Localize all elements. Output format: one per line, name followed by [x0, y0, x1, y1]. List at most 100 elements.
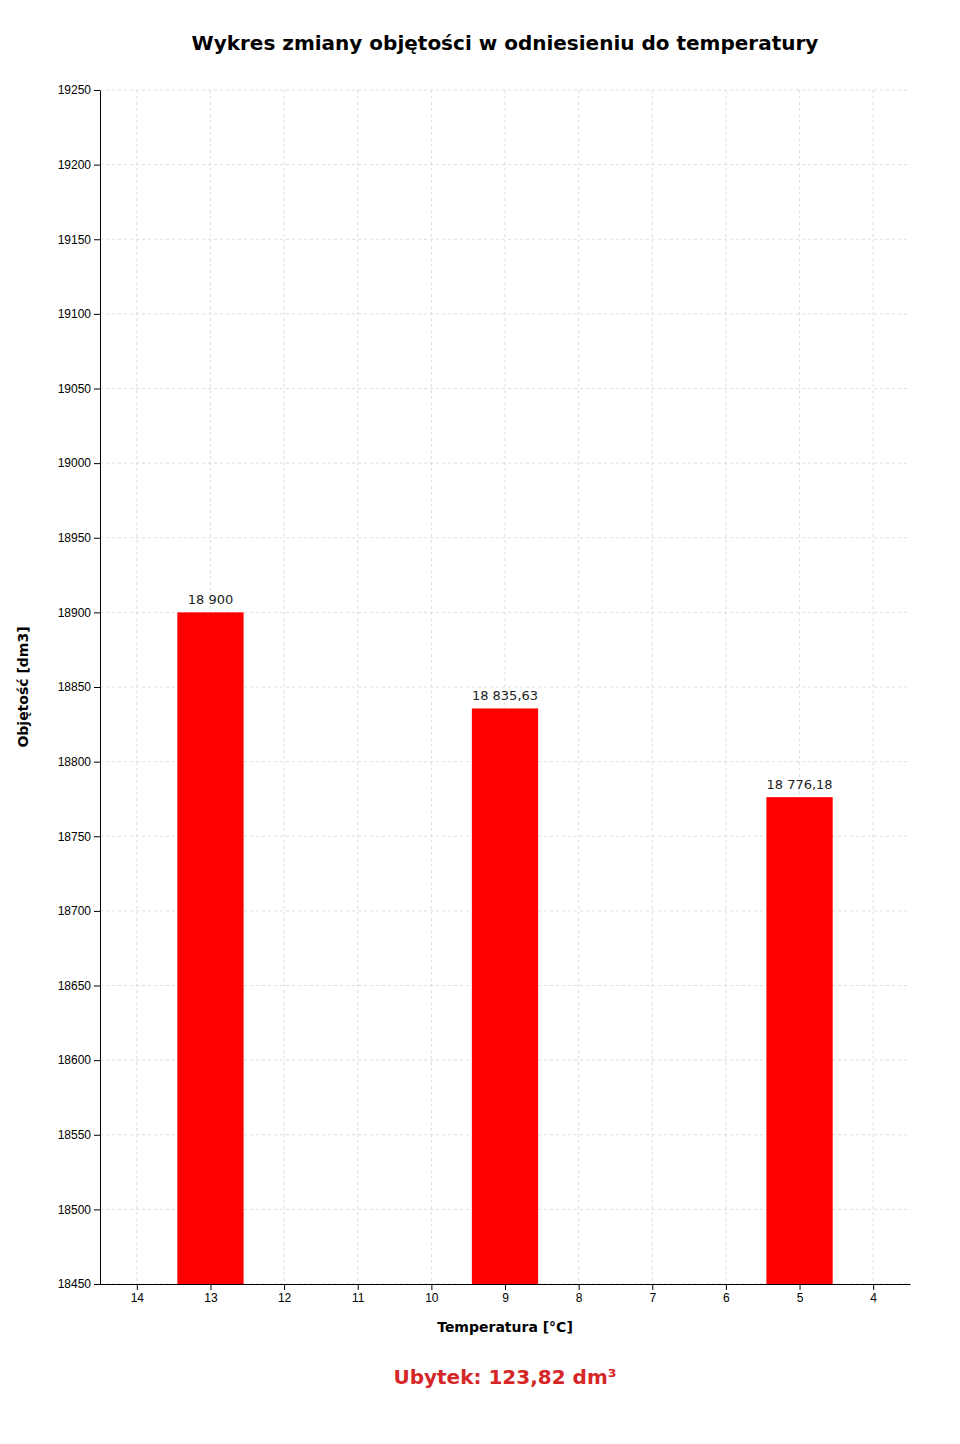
y-tick-label: 18700 [58, 904, 92, 918]
y-tick: 19150 [58, 233, 100, 247]
x-tick: 10 [425, 1284, 439, 1305]
y-tick-label: 18900 [58, 606, 92, 620]
grid-line [725, 90, 726, 1284]
y-tick: 18950 [58, 531, 100, 545]
bar [177, 612, 243, 1284]
x-tick-mark [579, 1284, 580, 1290]
grid-line [431, 90, 432, 1284]
x-tick-mark [431, 1284, 432, 1290]
y-tick-label: 18600 [58, 1053, 92, 1067]
x-tick-label: 12 [278, 1291, 292, 1305]
x-tick-mark [137, 1284, 138, 1290]
grid-line [578, 90, 579, 1284]
y-tick: 18800 [58, 755, 100, 769]
y-tick: 19250 [58, 83, 100, 97]
annotation: Ubytek: 123,82 dm³ [393, 1365, 616, 1389]
y-tick: 18700 [58, 904, 100, 918]
x-tick-mark [652, 1284, 653, 1290]
x-tick-mark [726, 1284, 727, 1290]
grid-line [136, 90, 137, 1284]
bars [177, 612, 832, 1284]
grid-line [652, 90, 653, 1284]
x-tick-label: 14 [131, 1291, 145, 1305]
x-axis: 14 13 12 11 10 9 8 7 6 5 4 [101, 1284, 911, 1305]
y-tick: 18600 [58, 1053, 100, 1067]
grid [100, 90, 910, 1284]
x-tick-label: 9 [502, 1291, 509, 1305]
y-tick-label: 19150 [58, 233, 92, 247]
y-tick-mark [94, 986, 100, 987]
x-axis-title: Temperatura [°C] [437, 1319, 573, 1335]
y-tick-mark [94, 1060, 100, 1061]
y-axis-line [100, 91, 101, 1285]
title: Wykres zmiany objętości w odniesieniu do… [192, 31, 819, 55]
x-tick-mark [873, 1284, 874, 1290]
chart: 1413121110987654184501850018550186001865… [0, 0, 960, 1444]
plot: 1413121110987654184501850018550186001865… [58, 83, 911, 1304]
x-tick: 4 [870, 1284, 877, 1305]
x-tick: 5 [797, 1284, 804, 1305]
y-tick-mark [94, 612, 100, 613]
x-tick-label: 10 [425, 1291, 439, 1305]
x-tick: 12 [278, 1284, 292, 1305]
y-tick-mark [94, 687, 100, 688]
data-labels: 18 900 18 835,63 18 776,18 [188, 592, 833, 792]
y-tick-label: 19000 [58, 456, 92, 470]
x-tick-label: 13 [204, 1291, 218, 1305]
x-tick: 13 [204, 1284, 218, 1305]
y-tick-mark [94, 314, 100, 315]
bar [766, 797, 832, 1284]
x-tick-mark [284, 1284, 285, 1290]
grid-line [100, 239, 910, 240]
y-tick: 19100 [58, 307, 100, 321]
y-tick-mark [94, 389, 100, 390]
x-tick: 7 [649, 1284, 656, 1305]
x-tick: 6 [723, 1284, 730, 1305]
grid-line [100, 388, 910, 389]
y-tick: 18550 [58, 1128, 100, 1142]
grid-line [284, 90, 285, 1284]
y-tick-label: 18550 [58, 1128, 92, 1142]
x-tick: 11 [352, 1284, 365, 1305]
y-tick-mark [94, 165, 100, 166]
y-tick-mark [94, 836, 100, 837]
y-tick: 19200 [58, 158, 100, 172]
y-tick-label: 18750 [58, 830, 92, 844]
y-tick: 18650 [58, 979, 100, 993]
y-tick-label: 18650 [58, 979, 92, 993]
x-tick-label: 5 [797, 1291, 804, 1305]
y-tick: 18900 [58, 606, 100, 620]
y-tick: 18450 [58, 1277, 100, 1291]
bar [472, 708, 538, 1284]
y-tick-mark [94, 239, 100, 240]
x-tick-label: 4 [870, 1291, 877, 1305]
y-tick-label: 19250 [58, 83, 92, 97]
x-tick-label: 7 [649, 1291, 656, 1305]
y-tick-mark [94, 90, 100, 91]
data-label: 18 835,63 [472, 688, 538, 703]
x-tick: 14 [131, 1284, 145, 1305]
x-tick: 9 [502, 1284, 509, 1305]
y-tick-mark [94, 463, 100, 464]
y-tick: 18850 [58, 680, 100, 694]
data-label: 18 900 [188, 592, 234, 607]
grid-line [873, 90, 874, 1284]
y-tick-mark [94, 1135, 100, 1136]
y-axis-title: Objętość [dm3] [15, 626, 31, 747]
y-tick: 19050 [58, 382, 100, 396]
x-tick-mark [210, 1284, 211, 1290]
x-tick: 8 [576, 1284, 583, 1305]
y-tick-label: 19100 [58, 307, 92, 321]
x-tick-mark [505, 1284, 506, 1290]
y-tick: 18750 [58, 830, 100, 844]
y-tick-mark [94, 538, 100, 539]
y-tick-label: 19200 [58, 158, 92, 172]
grid-line [357, 90, 358, 1284]
y-tick-label: 18800 [58, 755, 92, 769]
x-tick-label: 8 [576, 1291, 583, 1305]
y-tick-label: 18850 [58, 680, 92, 694]
y-tick-mark [94, 1284, 100, 1285]
data-label: 18 776,18 [766, 777, 832, 792]
y-tick: 19000 [58, 456, 100, 470]
x-tick-label: 6 [723, 1291, 730, 1305]
